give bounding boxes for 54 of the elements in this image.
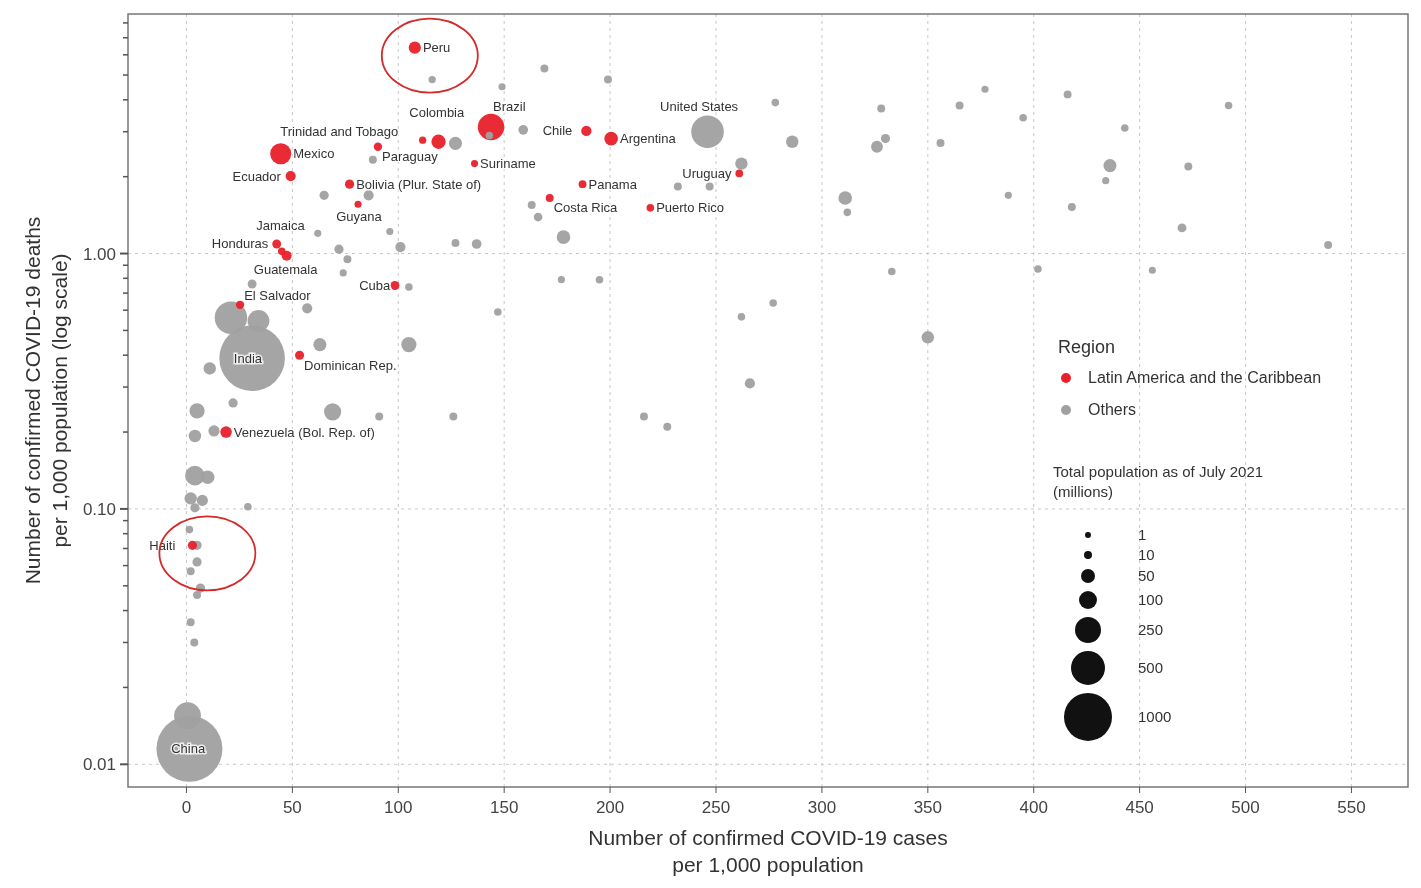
annotation: Jamaica <box>256 217 306 233</box>
annotation: Argentina <box>619 131 677 147</box>
legend-label: 10 <box>1138 546 1155 563</box>
annotation: Colombia <box>409 104 465 120</box>
annotation: India <box>233 350 263 366</box>
x-tick-label: 300 <box>807 798 837 817</box>
annotation: Total population as of July 2021 (millions) <box>1053 463 1264 500</box>
y-tick-label: 0.01 <box>82 755 116 775</box>
annotation: Paraguay <box>382 148 439 164</box>
annotation: Uruguay <box>682 165 732 181</box>
legend-label: Others <box>1088 401 1137 418</box>
annotation: China <box>171 741 206 757</box>
x-tick-label: 550 <box>1337 798 1366 817</box>
x-tick-label: 350 <box>913 798 942 817</box>
x-tick-label: 150 <box>490 798 519 817</box>
annotation: Venezuela (Bol. Rep. of) <box>233 424 375 440</box>
x-tick-label: 50 <box>282 798 302 817</box>
annotation: Honduras <box>211 236 269 252</box>
annotation: Peru <box>422 40 451 56</box>
legend-label: 50 <box>1138 567 1155 584</box>
annotation: Chile <box>542 123 573 139</box>
legend-label: 100 <box>1138 590 1164 608</box>
x-tick-label: 200 <box>595 798 625 817</box>
annotation: Brazil <box>493 98 526 114</box>
legend-title: Region <box>1058 337 1116 357</box>
annotation: El Salvador <box>244 287 312 303</box>
legend-label: Latin America and the Caribbean <box>1088 369 1322 386</box>
x-tick-label: 500 <box>1231 798 1260 817</box>
x-axis-title: Number of confirmed COVID-19 cases per 1,000 population <box>588 826 948 876</box>
x-tick-label: 250 <box>701 798 731 817</box>
annotation: Bolivia (Plur. State of) <box>356 176 482 192</box>
y-tick-label: 0.10 <box>82 499 116 519</box>
annotation: Cuba <box>359 277 392 293</box>
x-tick-label: 400 <box>1019 798 1048 817</box>
annotation: Ecuador <box>232 168 282 184</box>
annotation: Mexico <box>293 146 335 162</box>
x-tick-label: 0 <box>181 798 192 817</box>
legend-label: 1 <box>1138 526 1147 543</box>
legend-label: 500 <box>1138 658 1164 676</box>
x-tick-label: 100 <box>384 798 413 817</box>
annotation: Dominican Rep. <box>304 357 397 373</box>
annotation: Guatemala <box>253 261 319 277</box>
annotation: Trinidad and Tobago <box>280 123 399 139</box>
annotation: Puerto Rico <box>656 200 725 216</box>
x-tick-label: 450 <box>1125 798 1154 817</box>
annotation: Costa Rica <box>553 200 619 215</box>
legend-label: 250 <box>1138 620 1164 638</box>
y-tick-label: 1.00 <box>82 244 116 264</box>
annotation: United States <box>660 99 739 115</box>
annotation: Guyana <box>336 208 383 224</box>
annotation: Panama <box>588 176 638 192</box>
annotation: Suriname <box>480 156 536 172</box>
y-axis-title: Number of confirmed COVID-19 deaths per 1,000 population (log scale) <box>21 216 71 585</box>
legend-label: 1000 <box>1138 707 1172 725</box>
